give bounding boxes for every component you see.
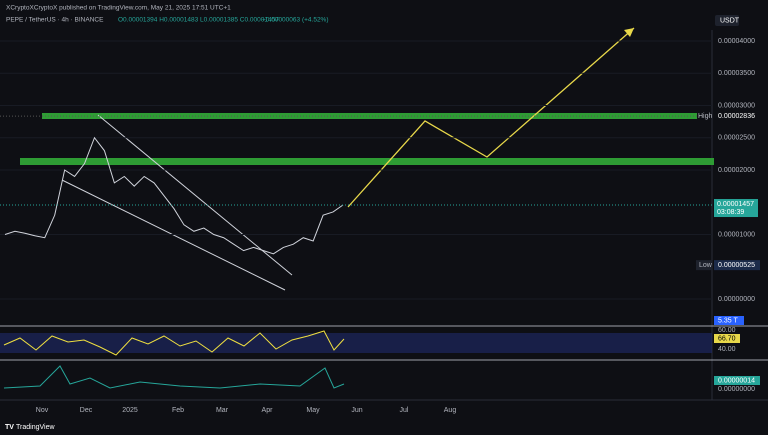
x-tick-label: May <box>306 407 320 414</box>
volume-badge <box>714 316 744 325</box>
high-value: 0.00002836 <box>718 113 755 120</box>
macd-badge <box>714 376 760 385</box>
macd-value: 0.00000014 <box>718 377 755 384</box>
rsi-badge <box>714 334 740 343</box>
y-tick-label: 0.00004000 <box>718 38 755 45</box>
low-badge <box>696 260 712 271</box>
symbol: PEPE / TetherUS · 4h · BINANCE <box>6 17 104 24</box>
macd-line <box>3 365 345 389</box>
x-tick-label: 2025 <box>122 407 138 414</box>
countdown: 03:08:39 <box>717 209 744 216</box>
y-tick-label: 0.00003000 <box>718 102 755 109</box>
last-badge <box>714 199 758 218</box>
publisher: XCryptoXCryptoX published on TradingView… <box>6 5 231 12</box>
low-value-badge <box>714 260 760 271</box>
volume-label: 5.35 T <box>718 317 738 324</box>
high-label: High <box>698 113 713 120</box>
change: +0.00000063 (+4.52%) <box>262 17 329 24</box>
projection <box>347 27 635 208</box>
y-tick-label: 0.00001000 <box>718 231 755 238</box>
wedge-upper <box>97 114 293 276</box>
rsi-upper: 60.00 <box>718 327 736 334</box>
x-tick-label: Jun <box>351 407 362 414</box>
low-label: Low <box>699 262 713 269</box>
x-tick-label: Nov <box>36 407 49 414</box>
x-tick-label: Dec <box>80 407 93 414</box>
y-tick-label: 0.00002500 <box>718 135 755 142</box>
ohlc: O0.00001394 H0.00001483 L0.00001385 C0.0… <box>118 17 279 24</box>
x-tick-label: Feb <box>172 407 184 414</box>
y-tick-label: 0.00003500 <box>718 70 755 77</box>
projection-arrow <box>624 28 634 37</box>
rsi-lower: 40.00 <box>718 346 736 353</box>
x-tick-label: Mar <box>216 407 229 414</box>
y-tick-label: 0.00002000 <box>718 167 755 174</box>
price-line <box>4 136 344 255</box>
support-zone <box>20 158 714 165</box>
y-tick-label: 0.00000000 <box>718 296 755 303</box>
currency: USDT <box>720 17 740 24</box>
currency-badge <box>715 15 739 26</box>
x-tick-label: Apr <box>262 407 274 414</box>
macd-zero: 0.00000000 <box>718 386 755 393</box>
rsi-line <box>3 330 345 356</box>
low-value: 0.00000525 <box>718 262 755 269</box>
logo: TV <box>5 424 14 431</box>
last-value: 0.00001457 <box>717 201 754 208</box>
x-tick-label: Jul <box>400 407 409 414</box>
footer: TradingView <box>16 424 55 431</box>
rsi-band <box>0 333 712 353</box>
x-tick-label: Aug <box>444 407 457 414</box>
rsi-value: 66.70 <box>718 335 736 342</box>
